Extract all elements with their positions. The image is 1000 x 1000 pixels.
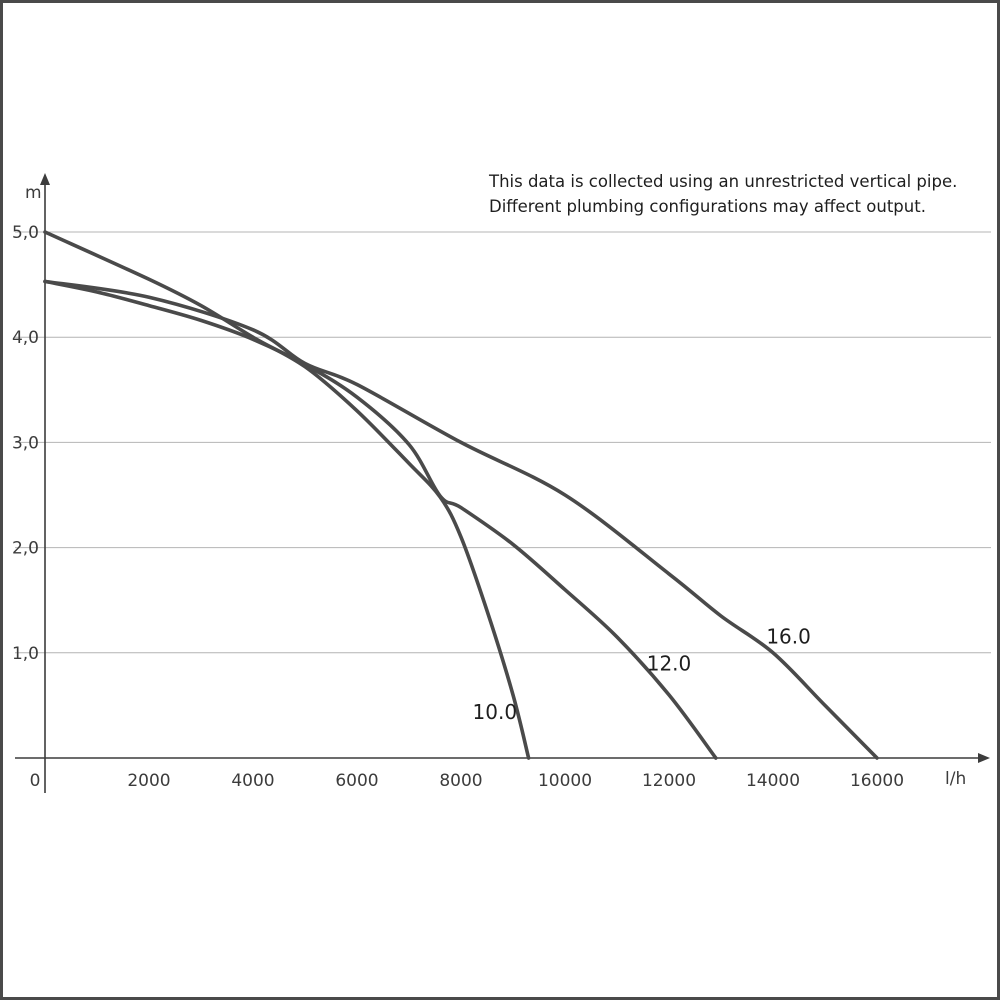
note-line-2: Different plumbing configurations may af… <box>489 197 926 216</box>
x-axis-arrow <box>978 753 990 763</box>
curve-12-0 <box>43 279 718 760</box>
x-tick-label: 10000 <box>538 771 592 791</box>
curve-10-0 <box>43 230 531 760</box>
y-axis-unit-label: m <box>25 183 42 203</box>
x-axis-unit-label: l/h <box>945 769 966 789</box>
y-tick-label: 5,0 <box>12 223 39 243</box>
x-tick-label: 12000 <box>642 771 696 791</box>
x-tick-label: 6000 <box>335 771 378 791</box>
x-tick-label: 4000 <box>231 771 274 791</box>
curve-16-0 <box>43 279 879 760</box>
y-tick-label: 1,0 <box>12 644 39 664</box>
y-axis-arrow <box>40 173 50 185</box>
grid-layer <box>15 231 991 654</box>
y-tick-label: 2,0 <box>12 539 39 559</box>
ticks-layer: 1,0 2,0 3,0 4,0 5,0 0 2000 4000 6000 8000 10000 120… <box>12 223 904 791</box>
x-tick-label: 0 <box>30 771 41 791</box>
curve-label-10-0: 10.0 <box>473 700 518 724</box>
x-tick-label: 16000 <box>850 771 904 791</box>
note-annotation: This data is collected using an unrestri… <box>488 172 957 216</box>
x-tick-label: 2000 <box>127 771 170 791</box>
x-tick-label: 14000 <box>746 771 800 791</box>
note-line-1: This data is collected using an unrestri… <box>488 172 957 191</box>
curves-layer <box>43 230 879 760</box>
y-tick-label: 4,0 <box>12 328 39 348</box>
curve-label-16-0: 16.0 <box>766 624 811 648</box>
x-tick-label: 8000 <box>439 771 482 791</box>
pump-curve-chart: m l/h 1,0 2,0 3,0 4,0 5,0 0 2000 4000 6000 8000 10… <box>12 172 991 793</box>
curve-labels-layer: 10.0 12.0 16.0 <box>473 624 811 724</box>
curve-label-12-0: 12.0 <box>647 652 692 676</box>
y-tick-label: 3,0 <box>12 433 39 453</box>
